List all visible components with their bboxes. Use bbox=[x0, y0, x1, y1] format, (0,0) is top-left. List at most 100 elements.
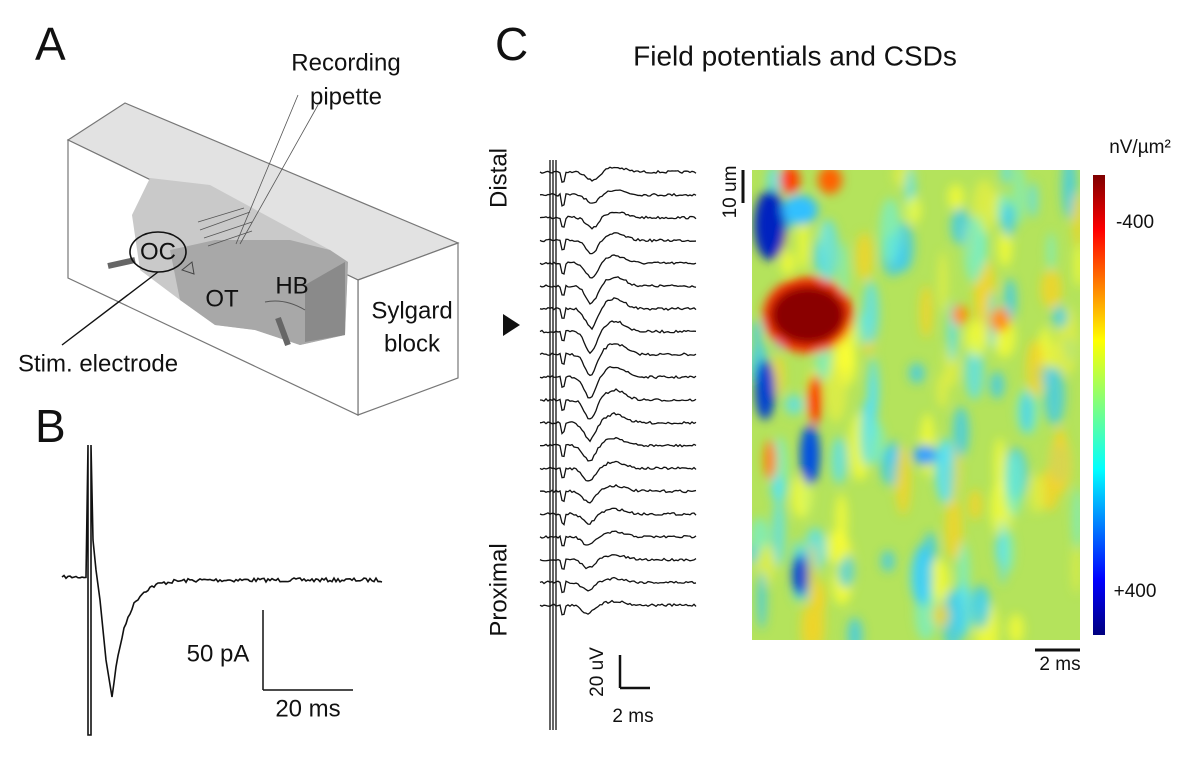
trace bbox=[539, 365, 697, 399]
trace bbox=[539, 530, 697, 547]
csd-blob bbox=[952, 406, 970, 458]
trace bbox=[539, 343, 697, 377]
panel-letter: A bbox=[35, 18, 66, 70]
label: Sylgard bbox=[371, 297, 452, 324]
label: 2 ms bbox=[1039, 654, 1080, 675]
csd-blob bbox=[839, 242, 848, 299]
csd-blob bbox=[887, 439, 900, 468]
csd-blob bbox=[989, 371, 1005, 400]
csd-blob bbox=[1072, 487, 1080, 549]
csd-blob bbox=[937, 250, 948, 313]
trace bbox=[539, 576, 697, 594]
csd-blob bbox=[1061, 170, 1077, 220]
csd-blob bbox=[964, 341, 985, 401]
label: -400 bbox=[1116, 212, 1154, 233]
csd-blob bbox=[855, 232, 874, 281]
csd-blob bbox=[1043, 367, 1066, 426]
csd-blob bbox=[810, 595, 826, 640]
label: Stim. electrode bbox=[18, 350, 178, 377]
csd-blob bbox=[1004, 530, 1015, 573]
csd-blob bbox=[935, 437, 956, 504]
panel-letter: B bbox=[35, 400, 66, 452]
field-traces bbox=[539, 160, 697, 730]
csd-blob bbox=[807, 543, 817, 606]
csd-blob bbox=[772, 496, 786, 567]
csd-blob bbox=[963, 216, 986, 284]
csd-blob bbox=[816, 218, 839, 283]
csd-blob bbox=[826, 530, 849, 565]
csd-blob bbox=[947, 183, 965, 210]
trace bbox=[539, 320, 697, 355]
trace bbox=[539, 189, 697, 207]
label: 20 uV bbox=[587, 647, 608, 697]
csd-blob bbox=[905, 196, 922, 224]
title: Field potentials and CSDs bbox=[633, 40, 957, 71]
label: +400 bbox=[1114, 581, 1157, 602]
scale-bar bbox=[262, 610, 353, 691]
csd-blob bbox=[880, 550, 895, 572]
colorbar bbox=[1093, 175, 1105, 635]
trace bbox=[539, 388, 697, 420]
csd-blob bbox=[859, 400, 874, 467]
csd-blob bbox=[1046, 232, 1056, 272]
csd-blob bbox=[1048, 437, 1072, 494]
label: 10 um bbox=[720, 166, 741, 219]
csd-blob bbox=[1001, 203, 1016, 238]
csd-blob bbox=[862, 280, 880, 345]
label: pipette bbox=[310, 83, 382, 110]
csd-blob bbox=[944, 497, 963, 561]
trace bbox=[539, 254, 697, 279]
trace bbox=[539, 211, 697, 230]
label: Recording bbox=[291, 49, 400, 76]
marker bbox=[503, 314, 520, 336]
csd-blob bbox=[755, 360, 775, 420]
csd-map bbox=[752, 170, 1080, 640]
label: 50 pA bbox=[187, 640, 250, 667]
csd-blob bbox=[764, 440, 776, 480]
csd-blob bbox=[847, 617, 863, 640]
csd-blob bbox=[1071, 543, 1080, 595]
csd-blob bbox=[830, 436, 848, 485]
trace bbox=[539, 436, 697, 462]
csd-blob bbox=[1072, 193, 1080, 248]
csd-blob bbox=[1029, 474, 1046, 514]
csd-blob bbox=[756, 570, 767, 630]
csd-blob bbox=[780, 170, 800, 194]
csd-blob bbox=[1008, 613, 1024, 640]
csd-blob bbox=[936, 373, 949, 409]
csd-blob bbox=[808, 375, 822, 425]
csd-blob bbox=[1028, 181, 1038, 218]
csd-blob bbox=[770, 285, 846, 345]
csd-blob bbox=[782, 195, 818, 225]
scale-bar bbox=[618, 655, 650, 690]
csd-blob bbox=[754, 190, 786, 260]
csd-blob bbox=[780, 251, 796, 276]
csd-blob bbox=[994, 437, 1006, 495]
csd-blob bbox=[772, 354, 785, 395]
csd-blob bbox=[1004, 452, 1023, 517]
csd-blob bbox=[1051, 305, 1068, 329]
label: block bbox=[384, 330, 441, 357]
current-trace bbox=[61, 444, 383, 736]
trace bbox=[539, 276, 697, 305]
csd-blob bbox=[895, 446, 911, 516]
csd-blob bbox=[1025, 339, 1045, 397]
csd-blob bbox=[791, 474, 813, 519]
csd-blob bbox=[752, 319, 763, 347]
csd-blob bbox=[879, 198, 901, 264]
csd-blob bbox=[818, 170, 842, 194]
label: HB bbox=[275, 272, 308, 299]
trace bbox=[539, 232, 697, 255]
trace bbox=[539, 599, 697, 616]
csd-blob bbox=[800, 425, 820, 485]
panel-letter: C bbox=[495, 18, 528, 70]
csd-blob bbox=[912, 543, 932, 607]
trace bbox=[539, 460, 697, 482]
csd-blob bbox=[919, 284, 933, 339]
label: OC bbox=[140, 238, 176, 265]
csd-blob bbox=[1001, 170, 1012, 185]
label: 20 ms bbox=[275, 695, 340, 722]
csd-blob bbox=[770, 475, 786, 502]
tissue bbox=[61, 94, 348, 347]
trace bbox=[539, 483, 697, 504]
